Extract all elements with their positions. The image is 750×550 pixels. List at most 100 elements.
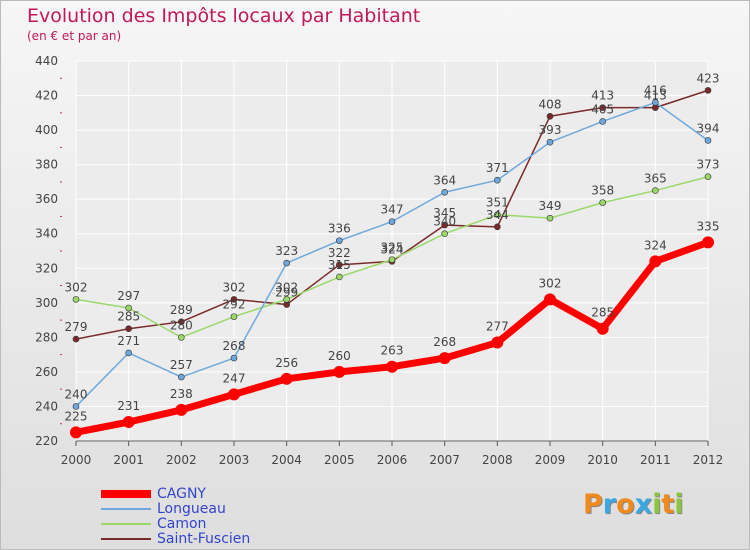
data-point <box>336 261 343 269</box>
data-label: 240 <box>65 387 88 401</box>
data-label: 285 <box>591 306 614 320</box>
data-point <box>704 173 712 181</box>
logo-letter: i <box>674 489 684 520</box>
data-point <box>388 256 396 263</box>
data-label: 413 <box>644 89 667 103</box>
data-point <box>704 87 712 94</box>
data-label: 325 <box>381 241 404 255</box>
y-tick-label: 280 <box>35 330 58 344</box>
data-label: 336 <box>328 222 351 236</box>
data-point <box>72 296 80 303</box>
data-point <box>125 304 132 312</box>
data-point <box>283 296 290 303</box>
data-label: 344 <box>486 208 509 222</box>
data-label: 247 <box>223 371 246 385</box>
x-tick-label: 2010 <box>587 453 618 467</box>
data-point <box>441 230 448 238</box>
data-point <box>230 296 238 303</box>
x-tick-label: 2005 <box>324 453 355 467</box>
x-tick-label: 2004 <box>271 453 302 467</box>
legend-item: Camon <box>101 516 206 532</box>
data-point <box>336 237 343 244</box>
data-label: 289 <box>170 303 193 317</box>
data-label: 345 <box>433 206 456 220</box>
data-label: 335 <box>697 219 720 233</box>
legend-swatch <box>101 538 151 540</box>
data-label: 371 <box>486 161 509 175</box>
logo-letter: i <box>652 489 662 520</box>
y-tick-label: 260 <box>35 365 58 379</box>
proxiti-logo: Proxiti <box>583 489 684 520</box>
data-point <box>652 187 659 194</box>
data-label: 285 <box>117 310 140 324</box>
x-tick-label: 2002 <box>166 453 197 467</box>
chart-title: Evolution des Impôts locaux par Habitant <box>27 5 421 27</box>
data-point <box>599 199 606 206</box>
y-tick-label: 440 <box>35 54 58 68</box>
legend-item: Saint-Fuscien <box>101 531 250 547</box>
x-tick-label: 2001 <box>113 453 144 467</box>
legend-swatch <box>101 523 151 525</box>
data-point <box>175 403 188 416</box>
data-point <box>441 188 448 196</box>
y-tick-label: 240 <box>35 399 58 413</box>
data-label: 315 <box>328 258 351 272</box>
data-label: 271 <box>117 334 140 348</box>
data-point <box>230 313 238 320</box>
data-label: 299 <box>275 286 298 300</box>
x-tick-label: 2007 <box>429 453 460 467</box>
data-label: 256 <box>275 356 298 370</box>
data-point <box>546 112 554 120</box>
data-label: 297 <box>117 289 140 303</box>
data-point <box>388 218 396 225</box>
data-label: 358 <box>591 184 614 198</box>
data-label: 302 <box>223 280 246 294</box>
data-point <box>596 322 609 335</box>
data-label: 413 <box>591 89 614 103</box>
data-point <box>649 255 662 268</box>
data-label: 351 <box>486 196 509 210</box>
data-label: 365 <box>644 172 667 186</box>
y-tick-label: 300 <box>35 296 58 310</box>
data-label: 268 <box>433 335 456 349</box>
data-point <box>652 99 659 106</box>
data-label: 408 <box>539 97 562 111</box>
data-point <box>283 259 290 267</box>
data-label: 225 <box>65 409 88 423</box>
data-point <box>125 349 132 357</box>
data-point <box>544 293 556 306</box>
data-label: 373 <box>697 158 720 172</box>
data-point <box>72 403 80 410</box>
legend-label: Camon <box>157 516 207 532</box>
data-label: 322 <box>328 246 351 260</box>
data-point <box>494 176 501 184</box>
data-label: 263 <box>381 344 404 358</box>
data-point <box>386 360 398 373</box>
data-label: 324 <box>381 242 404 256</box>
data-label: 340 <box>433 215 456 229</box>
data-point <box>702 236 714 249</box>
data-point <box>280 372 293 385</box>
data-point <box>125 325 132 333</box>
data-label: 349 <box>539 199 562 213</box>
data-label: 416 <box>644 83 667 97</box>
x-tick-label: 2000 <box>61 453 92 467</box>
legend-swatch <box>101 490 151 498</box>
x-tick-label: 2008 <box>482 453 513 467</box>
legend-swatch <box>101 508 151 510</box>
data-point <box>441 221 448 229</box>
x-tick-label: 2006 <box>377 453 408 467</box>
series-layer <box>70 87 714 439</box>
y-tick-label: 340 <box>35 227 58 241</box>
data-point <box>230 354 238 362</box>
data-label: 324 <box>644 238 667 252</box>
data-point <box>70 426 82 439</box>
data-point <box>704 137 712 144</box>
chart-subtitle: (en € et par an) <box>27 29 122 43</box>
data-point <box>333 365 346 378</box>
y-tick-label: 360 <box>35 192 58 206</box>
data-label: 347 <box>381 203 404 217</box>
